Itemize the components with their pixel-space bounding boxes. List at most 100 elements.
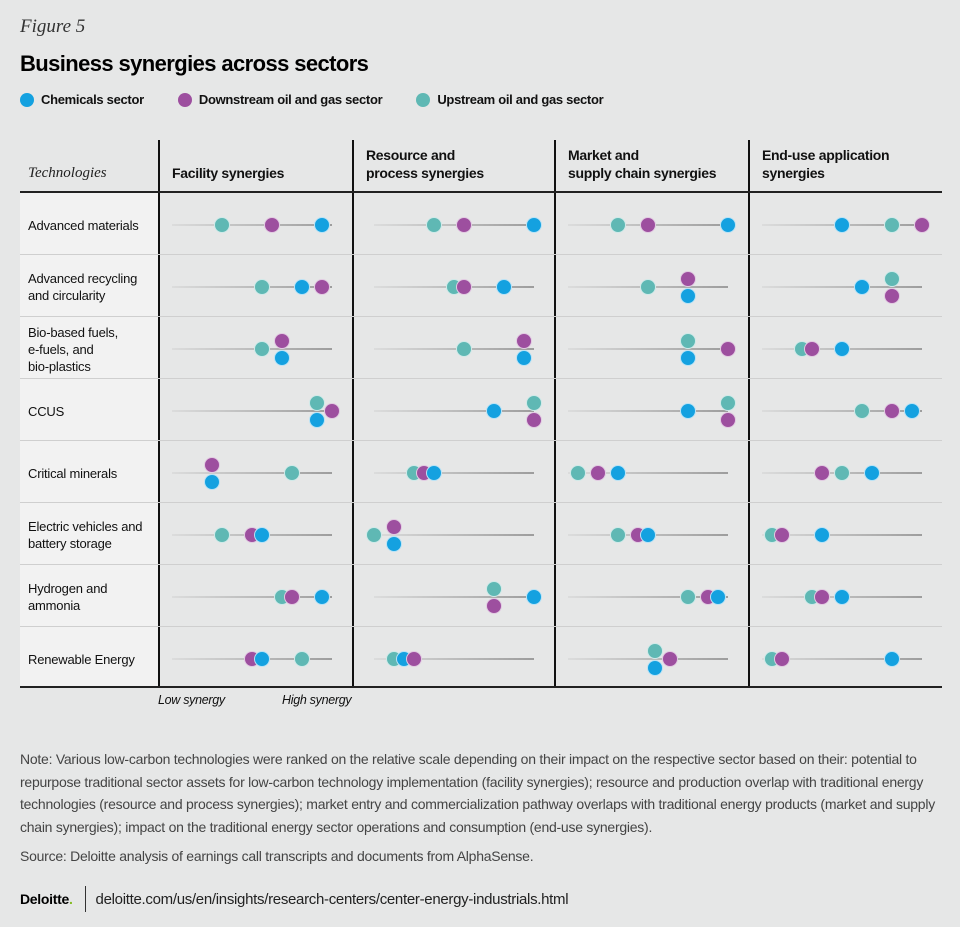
data-point-chem (680, 403, 696, 419)
synergy-track-enduse (762, 658, 922, 660)
data-point-down (314, 279, 330, 295)
synergy-track-resource (374, 472, 534, 474)
column-header-market: Market and supply chain synergies (568, 147, 717, 181)
data-point-chem (254, 527, 270, 543)
legend-item-downstream: Downstream oil and gas sector (177, 92, 383, 107)
row-header-technologies: Technologies (28, 165, 107, 181)
footer-url-link[interactable]: deloitte.com/us/en/insights/research-cen… (95, 890, 569, 908)
data-point-chem (386, 536, 402, 552)
data-point-up (680, 333, 696, 349)
row-separator (20, 378, 942, 379)
footer: Deloitte. deloitte.com/us/en/insights/re… (20, 886, 569, 912)
data-point-down (516, 333, 532, 349)
synergy-track-facility (172, 224, 332, 226)
data-point-up (456, 341, 472, 357)
logo-text: Deloitte (20, 891, 69, 907)
data-point-chem (834, 217, 850, 233)
data-point-down (680, 271, 696, 287)
data-point-chem (526, 217, 542, 233)
data-point-chem (680, 288, 696, 304)
data-point-chem (426, 465, 442, 481)
data-point-down (590, 465, 606, 481)
legend-swatch-downstream (177, 92, 192, 107)
column-header-enduse: End-use application synergies (762, 147, 890, 181)
data-point-up (214, 217, 230, 233)
data-point-chem (647, 660, 663, 676)
column-header-facility: Facility synergies (172, 165, 285, 181)
synergy-track-resource (374, 348, 534, 350)
note-text: Note: Various low-carbon technologies we… (20, 751, 935, 835)
data-point-up (366, 527, 382, 543)
data-point-chem (204, 474, 220, 490)
data-point-down (386, 519, 402, 535)
synergy-track-facility (172, 348, 332, 350)
data-point-chem (720, 217, 736, 233)
synergy-track-resource (374, 224, 534, 226)
data-point-up (680, 589, 696, 605)
data-point-chem (294, 279, 310, 295)
row-label: Critical minerals (28, 465, 118, 481)
synergy-track-facility (172, 410, 332, 412)
data-point-up (610, 217, 626, 233)
data-point-chem (274, 350, 290, 366)
data-point-chem (834, 341, 850, 357)
synergy-track-facility (172, 286, 332, 288)
synergy-track-market (568, 472, 728, 474)
legend-swatch-upstream (416, 92, 431, 107)
chart-title: Business synergies across sectors (20, 51, 369, 76)
data-point-down (456, 217, 472, 233)
data-point-down (914, 217, 930, 233)
data-point-up (254, 279, 270, 295)
data-point-up (884, 217, 900, 233)
synergy-track-market (568, 410, 728, 412)
data-point-up (284, 465, 300, 481)
synergy-track-resource (374, 596, 534, 598)
synergy-track-resource (374, 658, 534, 660)
synergy-track-enduse (762, 286, 922, 288)
row-separator (20, 254, 942, 255)
data-point-chem (814, 527, 830, 543)
data-point-down (662, 651, 678, 667)
data-point-up (309, 395, 325, 411)
logo-dot: . (68, 891, 73, 907)
data-point-chem (640, 527, 656, 543)
data-point-chem (314, 589, 330, 605)
header-rule (20, 191, 942, 193)
data-point-down (884, 403, 900, 419)
data-point-chem (904, 403, 920, 419)
column-divider (748, 140, 750, 688)
figure-label: Figure 5 (20, 16, 86, 37)
data-point-chem (610, 465, 626, 481)
row-label: Bio-based fuels, e-fuels, and bio-plasti… (28, 324, 119, 374)
data-point-chem (834, 589, 850, 605)
legend-label-upstream: Upstream oil and gas sector (437, 92, 604, 107)
row-separator (20, 502, 942, 503)
column-divider (554, 140, 556, 688)
data-point-chem (309, 412, 325, 428)
data-point-down (814, 589, 830, 605)
data-point-down (264, 217, 280, 233)
data-point-up (854, 403, 870, 419)
data-point-up (720, 395, 736, 411)
source-text: Source: Deloitte analysis of earnings ca… (20, 848, 534, 864)
data-point-chem (854, 279, 870, 295)
synergy-track-facility (172, 472, 332, 474)
data-point-chem (314, 217, 330, 233)
data-point-up (294, 651, 310, 667)
data-point-down (406, 651, 422, 667)
data-point-down (774, 651, 790, 667)
scale-low-label: Low synergy (158, 693, 225, 707)
data-point-down (884, 288, 900, 304)
synergy-track-enduse (762, 534, 922, 536)
row-label: CCUS (28, 403, 65, 419)
data-point-down (274, 333, 290, 349)
data-point-chem (254, 651, 270, 667)
data-point-up (834, 465, 850, 481)
data-point-down (284, 589, 300, 605)
data-point-down (486, 598, 502, 614)
data-point-chem (486, 403, 502, 419)
row-label: Hydrogen and ammonia (28, 581, 108, 613)
data-point-down (720, 412, 736, 428)
synergy-track-enduse (762, 410, 922, 412)
row-label: Advanced recycling and circularity (28, 271, 138, 303)
